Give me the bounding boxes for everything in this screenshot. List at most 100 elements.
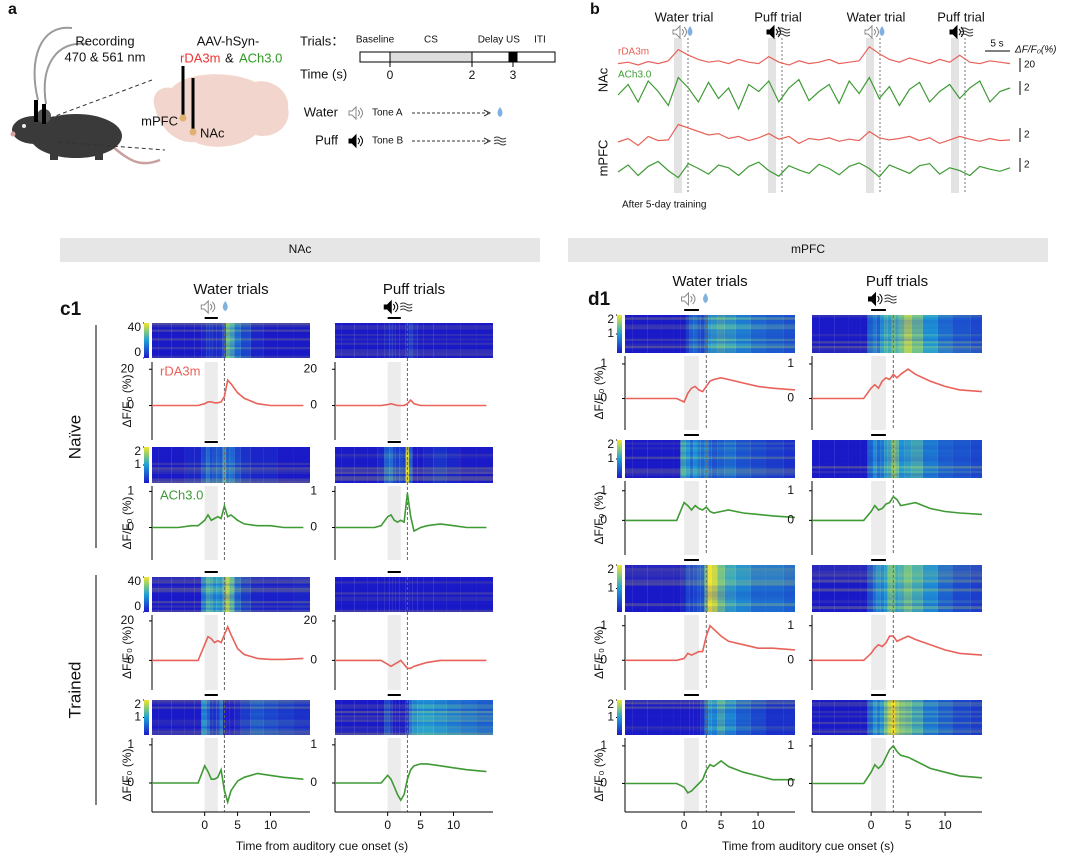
heatmap-column xyxy=(689,700,694,735)
heatmap-texture xyxy=(812,576,982,580)
heatmap-column xyxy=(848,440,861,478)
heatmap-column xyxy=(263,447,278,483)
heatmap-texture xyxy=(812,459,982,462)
heatmap-texture xyxy=(812,719,982,722)
heatmap-column xyxy=(402,700,406,735)
heatmap-texture xyxy=(152,462,310,465)
heatmap-texture xyxy=(812,717,982,720)
heatmap-column xyxy=(250,700,264,735)
heatmap-texture xyxy=(335,474,493,477)
heatmap-column xyxy=(872,565,877,612)
heatmap-texture xyxy=(335,338,493,341)
speaker-icon xyxy=(672,24,681,40)
trace xyxy=(152,763,304,806)
heatmap-texture xyxy=(152,719,310,722)
heatmap-texture xyxy=(625,329,795,332)
x-tick-label: 5 xyxy=(718,818,725,832)
heatmap-texture xyxy=(625,473,795,476)
heatmap-texture xyxy=(152,710,310,714)
heatmap-column xyxy=(194,577,202,612)
trace xyxy=(625,624,796,662)
air-puff-icon xyxy=(960,27,974,37)
heatmap-column xyxy=(234,577,241,612)
heatmap-texture xyxy=(812,475,982,478)
heatmap-texture xyxy=(812,341,982,344)
scale-label: 2 xyxy=(1024,160,1030,171)
heatmap-texture xyxy=(152,583,310,586)
heatmap-texture xyxy=(812,579,982,583)
timeline-segment xyxy=(508,51,518,63)
heatmap-column xyxy=(708,315,712,353)
heatmap-column xyxy=(158,700,172,735)
colorbar-tick-label: 2 xyxy=(607,312,614,326)
heatmap-texture xyxy=(625,600,795,604)
trial-label: Puff trial xyxy=(754,9,802,24)
heatmap-texture xyxy=(625,567,795,571)
heatmap-column xyxy=(277,577,294,612)
heatmap-column xyxy=(293,447,310,483)
colorbar-tick-label: 0 xyxy=(134,599,141,613)
trial-shade xyxy=(951,38,959,193)
y-tick-label: 0 xyxy=(787,391,794,405)
heatmap-texture xyxy=(625,456,795,459)
heatmap-texture xyxy=(335,607,493,610)
heatmap-column xyxy=(399,323,403,358)
heatmap-column xyxy=(632,440,648,478)
timeline-axis: Time (s) xyxy=(300,66,347,81)
recording-label: 470 & 561 nm xyxy=(65,49,146,64)
water-drop-icon xyxy=(687,26,693,36)
heatmap-column xyxy=(219,577,223,612)
column-title: Water trials xyxy=(672,273,747,290)
heatmap-column xyxy=(277,700,294,735)
heatmap-texture xyxy=(152,598,310,602)
speaker-icon xyxy=(766,24,775,40)
speaker-waves xyxy=(357,135,363,147)
timeline-tick-label: 2 xyxy=(469,68,476,82)
heatmap-column xyxy=(661,565,674,612)
heatmap-column xyxy=(392,577,396,612)
heatmap-column xyxy=(367,323,378,358)
heatmap-column xyxy=(402,447,406,483)
heatmap-column xyxy=(673,565,681,612)
heatmap-column xyxy=(647,565,662,612)
heatmap-column xyxy=(673,440,681,478)
heatmap-column xyxy=(860,440,868,478)
timeline-segment-label: Baseline xyxy=(356,35,395,46)
heatmap-texture xyxy=(152,732,310,735)
heatmap-texture xyxy=(335,349,493,352)
heatmap-column xyxy=(250,323,264,358)
heatmap-texture xyxy=(335,706,493,709)
virus-label: AAV-hSyn- xyxy=(197,33,260,48)
cue-shade xyxy=(204,738,218,812)
heatmap-texture xyxy=(335,704,493,707)
x-axis-title: Time from auditory cue onset (s) xyxy=(722,839,894,853)
heatmap-column xyxy=(460,323,477,358)
heatmap-column xyxy=(152,700,159,735)
heatmap-column xyxy=(937,565,953,612)
heatmap-texture xyxy=(625,570,795,574)
heatmap-texture xyxy=(625,454,795,457)
heatmap-column xyxy=(867,440,873,478)
heatmap-texture xyxy=(812,334,982,337)
heatmap-column xyxy=(697,700,701,735)
trace xyxy=(152,624,304,662)
heatmap-texture xyxy=(335,713,493,716)
heatmap-texture xyxy=(152,721,310,725)
heatmap-texture xyxy=(335,710,493,714)
heatmap-column xyxy=(412,577,418,612)
heatmap-texture xyxy=(812,350,982,353)
heatmap-column xyxy=(970,315,982,353)
heatmap-column xyxy=(206,447,210,483)
heatmap-column xyxy=(876,565,881,612)
heatmap-texture xyxy=(335,451,493,454)
heatmap-column xyxy=(219,447,223,483)
heatmap-column xyxy=(293,323,310,358)
heatmap-texture xyxy=(152,724,310,727)
y-axis-title: ΔF/F₀ (%) xyxy=(120,375,134,428)
speaker-icon xyxy=(681,291,690,307)
heatmap-texture xyxy=(335,344,493,348)
heatmap-texture xyxy=(152,347,310,350)
heatmap-column xyxy=(880,565,885,612)
heatmap-column xyxy=(171,577,185,612)
air-puff-icon xyxy=(493,136,507,146)
